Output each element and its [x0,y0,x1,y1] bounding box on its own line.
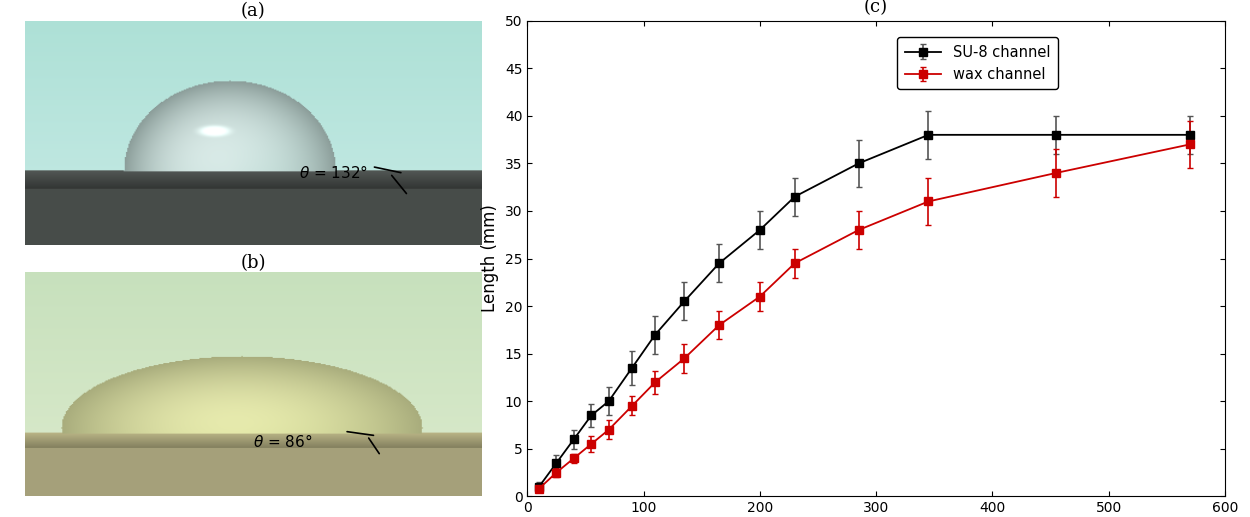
Title: (a): (a) [241,3,265,21]
Title: (c): (c) [864,0,889,17]
Legend: SU-8 channel, wax channel: SU-8 channel, wax channel [898,38,1058,89]
Y-axis label: Length (mm): Length (mm) [481,205,499,312]
Text: $\theta$ = 86°: $\theta$ = 86° [253,433,312,450]
Title: (b): (b) [240,254,266,272]
Text: $\theta$ = 132°: $\theta$ = 132° [299,164,368,181]
